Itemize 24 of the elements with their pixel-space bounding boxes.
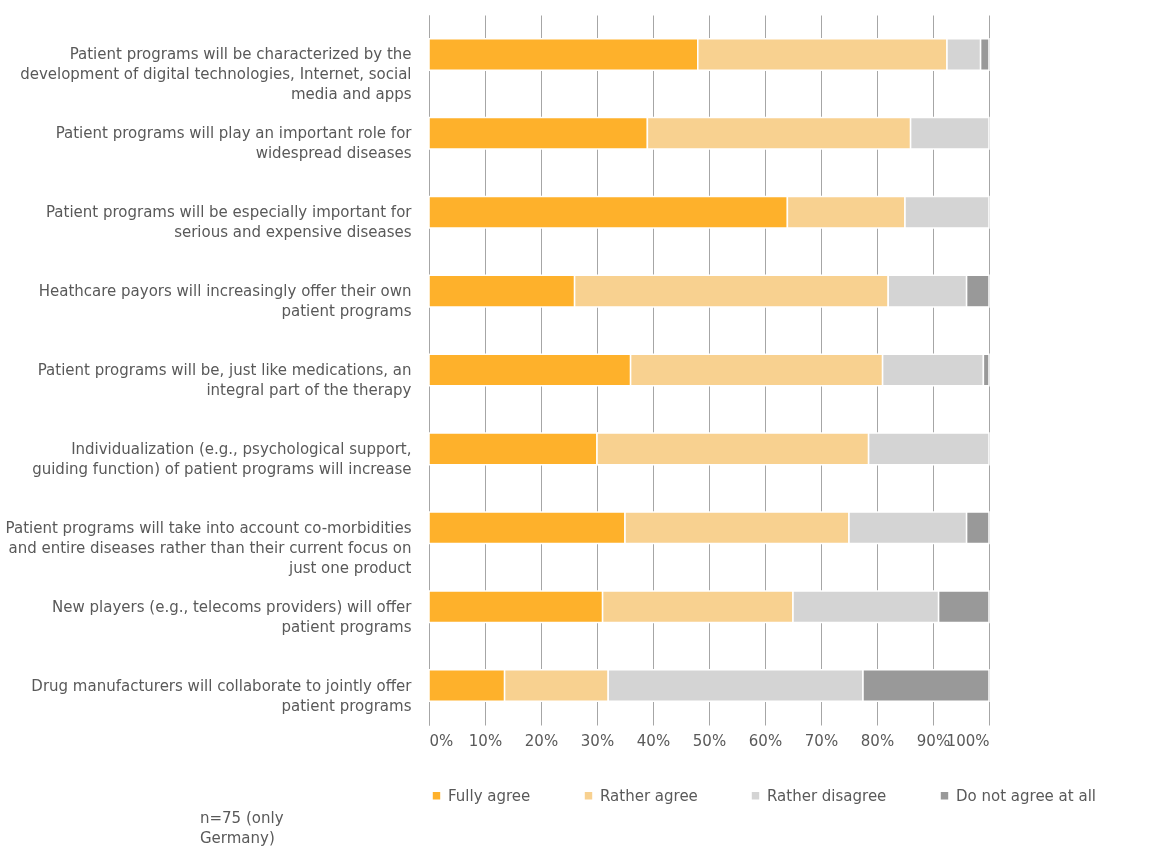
x-tick-label: 90% [916, 731, 951, 750]
y-tick-label: Heathcare payors will increasingly offer their own patient programs [38, 282, 412, 321]
legend-label: Rather disagree [767, 786, 887, 805]
x-tick-label: 60% [748, 731, 783, 750]
y-tick-label: Patient programs will be characterized by the development of digital technologies, Internet, social media and apps [20, 45, 412, 104]
legend-label: Fully agree [448, 786, 531, 805]
x-tick-label: 40% [636, 731, 671, 750]
y-tick-label: Patient programs will take into account co-morbidities and entire diseases rather than their current focus on just one product [5, 518, 412, 577]
y-tick-label: New players (e.g., telecoms providers) will offer patient programs [52, 597, 413, 636]
x-tick-label: 10% [468, 731, 503, 750]
x-tick-label: 30% [580, 731, 615, 750]
x-tick-label: 70% [804, 731, 839, 750]
y-tick-label: Drug manufacturers will collaborate to jointly offer patient programs [31, 676, 413, 715]
x-tick-label: 80% [860, 731, 895, 750]
y-tick-label: Patient programs will be, just like medications, an integral part of the therapy [37, 361, 412, 399]
x-tick-label: 0% [429, 731, 454, 750]
y-tick-label: Patient programs will play an important role for widespread diseases [55, 124, 413, 163]
x-tick-label: 20% [524, 731, 559, 750]
y-tick-label: Individualization (e.g., psychological support, guiding function) of patient programs will increase [32, 439, 412, 478]
legend-label: Rather agree [600, 786, 698, 805]
text: n=75 (only Germany) [200, 808, 285, 848]
legend-label: Do not agree at all [956, 786, 1096, 805]
y-tick-label: Patient programs will be especially important for serious and expensive diseases [45, 203, 413, 242]
x-tick-label: 50% [692, 731, 727, 750]
